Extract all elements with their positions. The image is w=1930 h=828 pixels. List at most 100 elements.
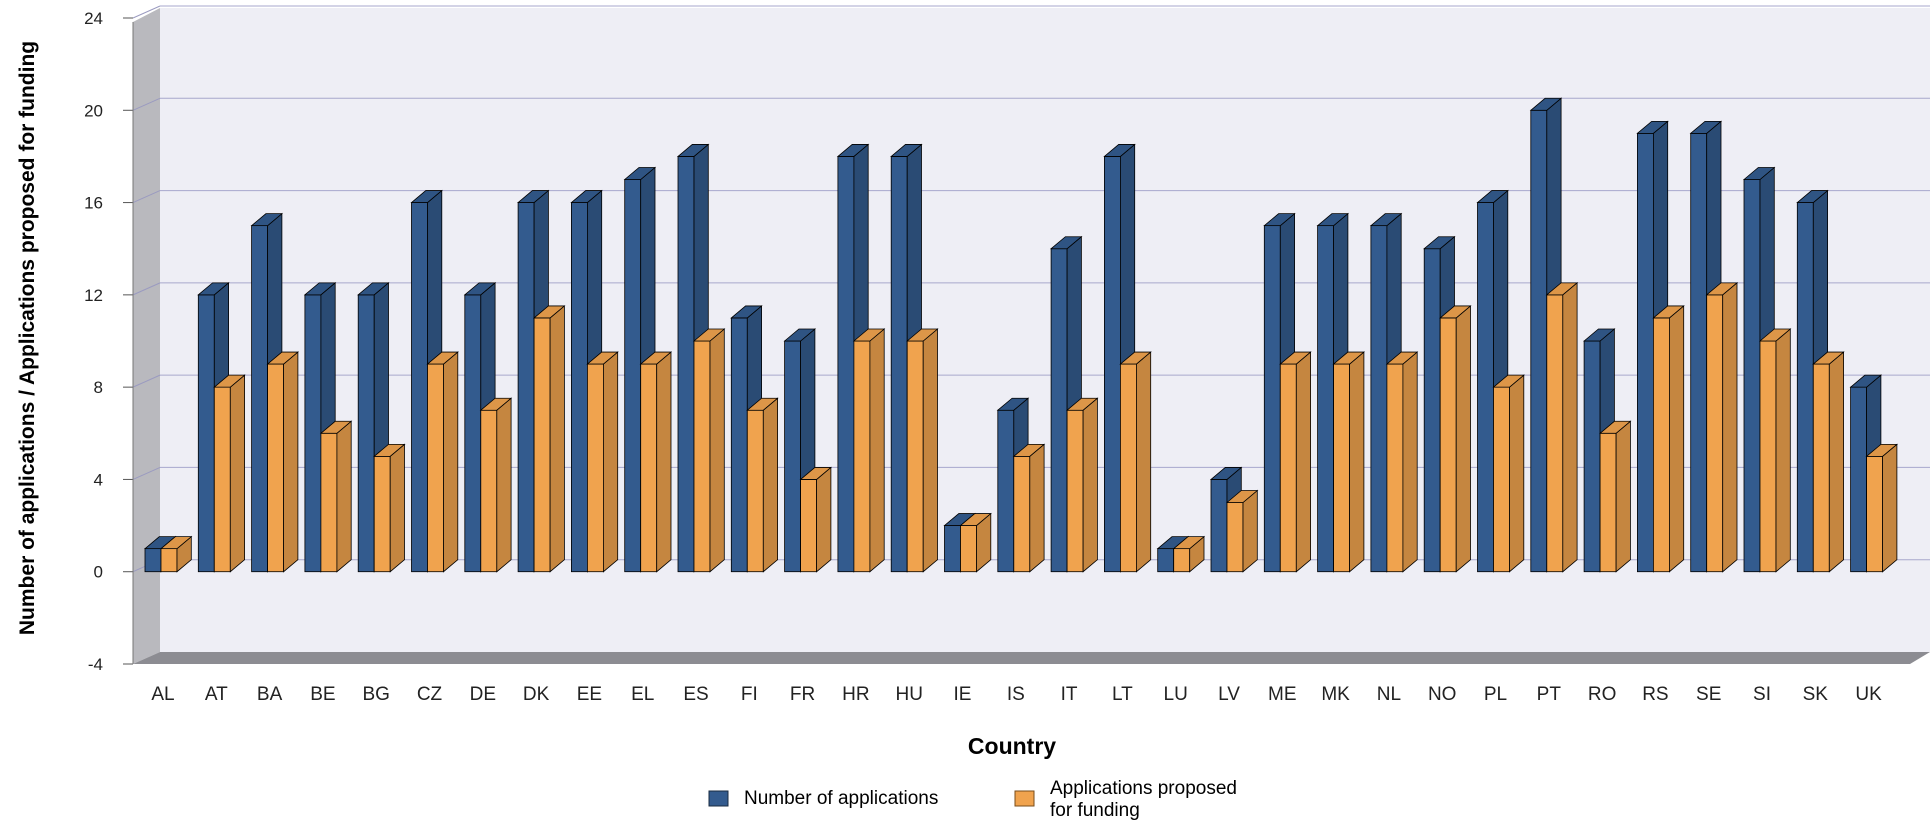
bar-proposed-no-side: [1455, 305, 1471, 573]
bar-applications-de-top: [463, 282, 497, 296]
plot-side-wall: [133, 8, 160, 664]
bar-proposed-mk-front: [1333, 363, 1350, 573]
bar-proposed-sk-top: [1812, 351, 1845, 365]
bar-applications-de-front: [464, 294, 482, 573]
x-tick-label-ba: BA: [257, 684, 283, 705]
gridline-depth: [132, 97, 161, 111]
bar-applications-nl-front: [1370, 225, 1388, 573]
bar-proposed-hu-side: [922, 328, 938, 573]
bar-proposed-pt-top: [1545, 282, 1579, 296]
x-axis: AL AT BA BE BG CZ DE DK EE EL ES FI FR HR HU IE IS IT LT LU…: [151, 684, 1882, 705]
bar-proposed-pt-front: [1546, 294, 1564, 573]
legend-label-proposed-line2: for funding: [1050, 800, 1140, 821]
bar-applications-hu-front: [890, 156, 908, 573]
bar-applications-si-front: [1743, 179, 1761, 573]
bar-proposed-no-front: [1439, 317, 1457, 573]
bar-applications-ro-top: [1583, 328, 1616, 342]
bar-applications-ee-front: [571, 202, 588, 573]
x-tick-label-es: ES: [683, 684, 708, 705]
bar-proposed-pl-front: [1493, 386, 1510, 573]
bar-proposed-de-side: [496, 397, 512, 573]
bar-proposed-no-top: [1439, 305, 1472, 319]
bar-applications-rs-front: [1637, 132, 1654, 573]
bar-proposed-sk-side: [1828, 351, 1844, 573]
bar-applications-dk-top: [517, 190, 550, 203]
bar-proposed-it-top: [1066, 397, 1099, 411]
bar-applications-se-top: [1689, 120, 1723, 134]
bars: [143, 97, 1898, 573]
bar-proposed-el-front: [640, 363, 658, 573]
bar-applications-uk-top: [1849, 374, 1882, 388]
legend-swatch-applications: [708, 790, 729, 807]
bar-applications-nl-top: [1369, 213, 1403, 227]
bar-proposed-lu-front: [1173, 548, 1191, 573]
bar-proposed-hr-side: [869, 328, 885, 573]
bar-applications-mk-top: [1316, 213, 1349, 227]
x-tick-label-hu: HU: [895, 684, 922, 705]
bar-applications-mk-front: [1317, 225, 1334, 573]
bar-applications-fr-front: [784, 340, 801, 573]
bar-proposed-sk-front: [1812, 363, 1830, 573]
bar-proposed-es-side: [709, 328, 725, 573]
bar-applications-is-top: [996, 397, 1030, 411]
bar-applications-bg-top: [357, 282, 390, 296]
bar-applications-uk-front: [1850, 386, 1867, 573]
bar-proposed-ro-side: [1615, 420, 1631, 573]
x-tick-label-lv: LV: [1218, 684, 1240, 705]
bar-proposed-el-top: [639, 351, 673, 365]
x-tick-label-ee: EE: [577, 684, 602, 705]
bar-proposed-rs-front: [1653, 317, 1670, 573]
bar-proposed-fr-top: [799, 467, 832, 480]
bar-proposed-is-side: [1029, 443, 1045, 573]
x-tick-label-at: AT: [205, 684, 228, 705]
x-tick-label-sk: SK: [1803, 684, 1829, 705]
bar-applications-ie-front: [944, 525, 961, 573]
bar-proposed-dk-side: [549, 305, 565, 573]
bar-proposed-si-side: [1775, 328, 1791, 573]
x-tick-label-bg: BG: [362, 684, 389, 705]
bar-applications-ro-front: [1583, 340, 1601, 573]
bar-proposed-nl-side: [1402, 351, 1418, 573]
bar-proposed-nl-front: [1386, 363, 1404, 573]
legend-label-applications: Number of applications: [744, 788, 938, 809]
bar-proposed-is-front: [1013, 455, 1031, 573]
bar-applications-ee-top: [570, 190, 603, 203]
bar-proposed-me-top: [1279, 351, 1312, 365]
bar-applications-lv-top: [1209, 467, 1243, 480]
bar-applications-fi-front: [730, 317, 748, 573]
bar-applications-cz-front: [411, 202, 428, 573]
x-tick-label-rs: RS: [1642, 684, 1668, 705]
bar-applications-se-front: [1690, 132, 1708, 573]
legend-swatch-proposed: [1014, 790, 1035, 807]
x-tick-label-fi: FI: [741, 684, 758, 705]
bar-applications-es-front: [677, 156, 695, 573]
x-tick-label-be: BE: [310, 684, 335, 705]
bar-proposed-be-top: [319, 420, 353, 434]
bar-proposed-dk-top: [533, 305, 566, 319]
bar-applications-pl-front: [1477, 202, 1494, 573]
bar-proposed-se-top: [1705, 282, 1739, 296]
x-tick-label-lu: LU: [1164, 684, 1188, 705]
bar-proposed-bg-front: [373, 455, 391, 573]
x-tick-label-pt: PT: [1537, 684, 1562, 705]
bar-applications-pt-front: [1530, 109, 1548, 573]
bar-applications-es-top: [676, 144, 710, 157]
bar-applications-pt-top: [1529, 97, 1563, 111]
x-tick-label-fr: FR: [790, 684, 815, 705]
x-tick-label-uk: UK: [1855, 684, 1882, 705]
bar-applications-me-top: [1263, 213, 1296, 227]
bar-proposed-lt-front: [1120, 363, 1137, 573]
bar-proposed-pt-side: [1562, 281, 1578, 573]
x-tick-label-de: DE: [470, 684, 496, 705]
bar-proposed-el-side: [656, 351, 672, 573]
bar-proposed-be-front: [320, 432, 338, 573]
y-tick-label: -4: [88, 655, 103, 674]
bar-proposed-se-side: [1722, 281, 1738, 573]
bar-proposed-lv-front: [1226, 502, 1244, 573]
gridline-depth: [132, 190, 161, 204]
bar-proposed-at-front: [213, 386, 231, 573]
bar-applications-rs-top: [1636, 120, 1669, 134]
bar-proposed-it-side: [1082, 397, 1098, 573]
bar-proposed-de-front: [480, 409, 498, 573]
